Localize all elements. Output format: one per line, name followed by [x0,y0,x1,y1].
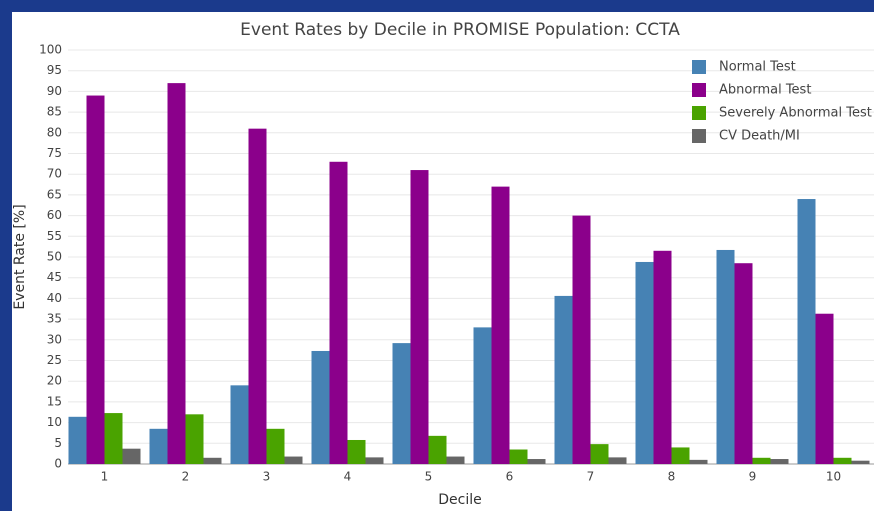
y-tick-label: 60 [47,208,62,222]
bar [392,343,411,464]
bar [491,186,510,464]
x-tick-label: 6 [506,470,514,484]
x-tick-label: 8 [668,470,676,484]
x-tick-label: 7 [587,470,595,484]
y-tick-label: 50 [47,250,62,264]
bar [446,456,465,464]
bar [608,457,627,464]
bar [572,215,591,464]
bar [833,457,852,464]
y-tick-label: 35 [47,312,62,326]
bar [509,449,528,464]
bar [68,416,87,464]
legend-swatch [692,129,706,143]
bar [590,444,609,464]
bar [554,295,573,464]
bar [815,313,834,464]
bar [734,263,753,464]
y-tick-label: 65 [47,187,62,201]
bar [473,327,492,464]
y-tick-label: 45 [47,270,62,284]
y-tick-label: 0 [54,457,62,471]
y-tick-label: 90 [47,84,62,98]
x-tick-label: 2 [182,470,190,484]
y-tick-label: 15 [47,394,62,408]
y-tick-label: 55 [47,229,62,243]
bar [770,459,789,464]
bar [203,457,222,464]
y-tick-label: 10 [47,415,62,429]
bar [329,161,348,464]
y-tick-label: 85 [47,105,62,119]
legend-swatch [692,106,706,120]
y-tick-label: 80 [47,125,62,139]
x-tick-label: 4 [344,470,352,484]
x-axis-label: Decile [438,492,481,508]
bar [653,250,672,464]
bar [230,385,249,464]
bar [185,414,204,464]
bar [635,261,654,464]
legend-swatch [692,60,706,74]
bar [410,170,429,464]
legend-label: Normal Test [719,60,796,75]
bar [284,456,303,464]
bar [797,199,816,465]
y-tick-label: 5 [54,436,62,450]
bar [122,448,141,464]
bar [527,459,546,464]
legend-swatch [692,83,706,97]
bar [716,249,735,464]
y-axis-label: Event Rate [%] [12,204,28,309]
y-tick-label: 100 [39,43,62,57]
legend-label: Severely Abnormal Test [719,106,872,121]
x-tick-label: 1 [101,470,109,484]
bar [365,457,384,464]
legend-label: CV Death/MI [719,129,800,144]
y-tick-label: 95 [47,63,62,77]
bar [671,447,690,464]
y-tick-label: 25 [47,353,62,367]
bar [86,95,105,464]
x-tick-label: 3 [263,470,271,484]
y-tick-label: 75 [47,146,62,160]
bar [347,439,366,464]
y-tick-label: 30 [47,332,62,346]
bar [689,459,708,464]
x-tick-label: 10 [826,470,841,484]
y-tick-label: 40 [47,291,62,305]
chart-title: Event Rates by Decile in PROMISE Populat… [240,20,680,40]
legend-label: Abnormal Test [719,83,811,98]
y-tick-label: 70 [47,167,62,181]
bar [167,83,186,465]
bar [851,460,870,464]
bar [428,435,447,464]
bar [104,413,123,464]
bar [752,457,771,464]
bar [149,428,168,464]
bar [266,428,285,464]
x-tick-label: 9 [749,470,757,484]
x-tick-label: 5 [425,470,433,484]
bar [311,350,330,464]
y-tick-label: 20 [47,374,62,388]
bar [248,128,267,464]
